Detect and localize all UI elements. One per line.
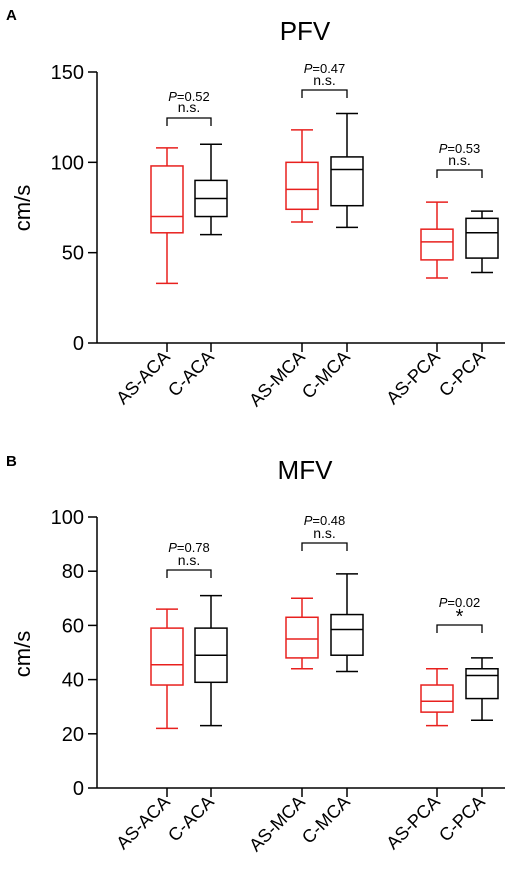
p-symbol: P (439, 141, 448, 156)
significance-label: n.s. (448, 152, 471, 168)
panel-letter: B (6, 453, 17, 470)
iqr-box (420, 228, 454, 261)
p-value: =0.53 (447, 141, 480, 156)
y-tick-label: 0 (73, 778, 84, 800)
p-value: =0.02 (447, 595, 480, 610)
box-C-MCA (330, 573, 364, 673)
x-tick-label: C-MCA (298, 792, 354, 848)
box-AS-PCA (420, 201, 454, 279)
iqr-box (420, 684, 454, 713)
comparison-3: P=0.02* (436, 595, 483, 633)
significance-label: n.s. (313, 72, 336, 88)
chart-title: MFV (278, 455, 334, 485)
x-tick-label: AS-ACA (112, 792, 174, 854)
p-value: =0.48 (312, 513, 345, 528)
x-tick-label: C-PCA (435, 792, 489, 846)
y-tick-label: 60 (62, 615, 84, 637)
iqr-box (465, 668, 499, 700)
comparison-bracket (436, 624, 483, 633)
x-tick-label: C-PCA (435, 347, 489, 401)
p-value-label: P=0.78 (168, 540, 210, 555)
iqr-box (465, 217, 499, 259)
x-tick-label: C-ACA (164, 792, 218, 846)
y-tick-label: 80 (62, 561, 84, 583)
box-C-ACA (194, 594, 228, 727)
comparison-1: P=0.52n.s. (166, 89, 212, 126)
p-value-label: P=0.48 (304, 513, 346, 528)
y-tick-label: 20 (62, 724, 84, 746)
comparison-bracket (166, 117, 212, 126)
p-value-label: P=0.02 (439, 595, 481, 610)
iqr-box (150, 165, 184, 234)
box-C-PCA (465, 657, 499, 721)
comparison-2: P=0.48n.s. (301, 513, 348, 551)
p-value-label: P=0.47 (304, 61, 346, 76)
x-tick-label: AS-MCA (245, 792, 309, 856)
comparison-bracket (436, 169, 483, 178)
x-tick-label: AS-MCA (245, 347, 309, 411)
x-tick-label: AS-PCA (382, 792, 444, 854)
p-symbol: P (304, 61, 313, 76)
x-tick-label: AS-PCA (382, 347, 444, 409)
p-symbol: P (168, 540, 177, 555)
comparison-bracket (301, 89, 348, 98)
comparison-1: P=0.78n.s. (166, 540, 212, 578)
y-tick-label: 0 (73, 333, 84, 355)
box-AS-ACA (150, 147, 184, 285)
p-symbol: P (304, 513, 313, 528)
p-symbol: P (439, 595, 448, 610)
p-value-label: P=0.52 (168, 89, 210, 104)
p-value-label: P=0.53 (439, 141, 481, 156)
significance-label: * (456, 606, 464, 628)
p-value: =0.78 (177, 540, 210, 555)
significance-label: n.s. (313, 525, 336, 541)
comparison-3: P=0.53n.s. (436, 141, 483, 178)
y-axis-label: cm/s (10, 631, 35, 677)
box-AS-PCA (420, 668, 454, 727)
significance-label: n.s. (178, 99, 201, 115)
box-AS-ACA (150, 608, 184, 730)
y-tick-label: 100 (51, 152, 84, 174)
x-tick-label: C-MCA (298, 347, 354, 403)
panel-letter: A (6, 7, 17, 24)
box-AS-MCA (285, 129, 319, 223)
significance-label: n.s. (178, 552, 201, 568)
y-tick-label: 100 (51, 507, 84, 529)
iqr-box (330, 613, 364, 656)
p-symbol: P (168, 89, 177, 104)
iqr-box (285, 616, 319, 659)
iqr-box (285, 161, 319, 211)
y-tick-label: 50 (62, 243, 84, 265)
p-value: =0.52 (177, 89, 210, 104)
y-axis-label: cm/s (10, 185, 35, 231)
x-tick-label: AS-ACA (112, 347, 174, 409)
x-tick-label: C-ACA (164, 347, 218, 401)
y-tick-label: 150 (51, 62, 84, 84)
comparison-bracket (301, 542, 348, 551)
iqr-box (330, 156, 364, 207)
y-tick-label: 40 (62, 670, 84, 692)
comparison-bracket (166, 569, 212, 578)
comparison-2: P=0.47n.s. (301, 61, 348, 98)
box-C-ACA (194, 143, 228, 236)
box-C-PCA (465, 210, 499, 274)
box-C-MCA (330, 112, 364, 229)
box-AS-MCA (285, 597, 319, 670)
chart-title: PFV (280, 16, 331, 46)
iqr-box (150, 627, 184, 686)
p-value: =0.47 (312, 61, 345, 76)
